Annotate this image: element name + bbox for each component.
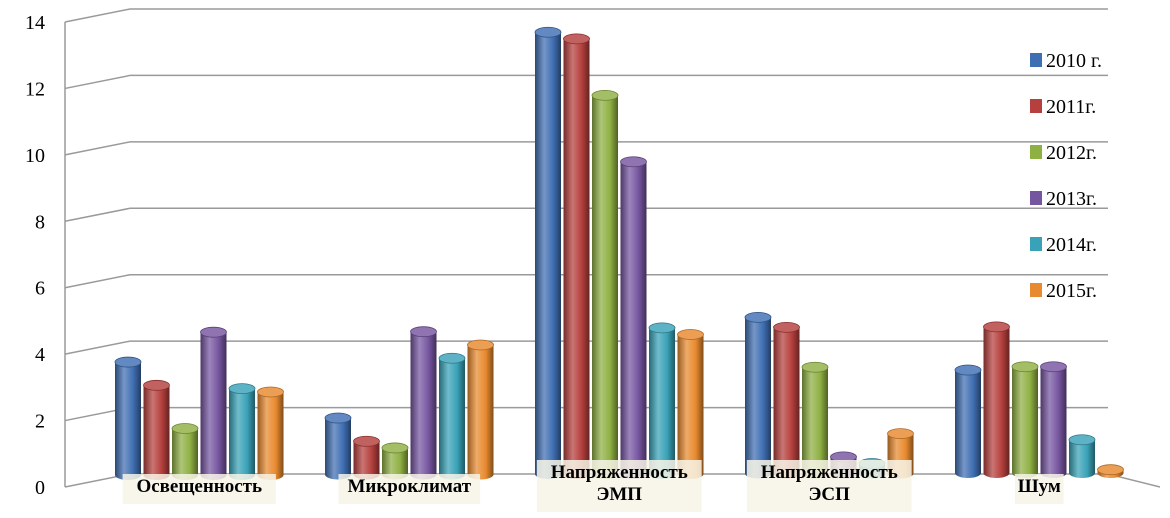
legend-label: 2011г. (1046, 96, 1096, 118)
category-label-bg (338, 474, 481, 504)
bar (983, 321, 1010, 478)
y-tick-label: 10 (25, 145, 45, 167)
bar (773, 321, 800, 479)
legend-label: 2010 г. (1046, 50, 1102, 72)
y-tick-label: 8 (35, 211, 45, 233)
category-label: ЭСП (809, 484, 851, 505)
y-axis: 0 2 4 6 8 10 12 14 (25, 12, 66, 499)
legend-swatch (1030, 237, 1042, 251)
bar (410, 326, 437, 480)
gridline (64, 273, 1108, 289)
bar (1040, 361, 1067, 478)
legend-swatch (1030, 99, 1042, 113)
legend-swatch (1030, 283, 1042, 297)
category-label-bg (536, 460, 702, 512)
category-label: Напряженность (761, 462, 898, 483)
bar (257, 386, 284, 480)
bar (467, 339, 494, 480)
bar (648, 322, 676, 479)
legend-label: 2013г. (1046, 188, 1097, 210)
legend-swatch (1030, 191, 1042, 205)
bar (591, 89, 619, 479)
legend-item: 2013г. (1030, 188, 1097, 210)
gridline (64, 141, 1108, 156)
category-label-bg (746, 460, 912, 512)
category-labels: Освещенность МикроклиматНапряженностьЭМПН… (122, 460, 1064, 512)
legend-item: 2010 г. (1030, 50, 1102, 72)
category-label: Шум (1018, 476, 1061, 497)
bar (353, 435, 380, 480)
bar (143, 379, 170, 480)
legend-swatch (1030, 145, 1042, 159)
gridline (64, 74, 1108, 90)
bar (114, 356, 142, 480)
category-label: Напряженность (551, 462, 688, 483)
bar (563, 33, 590, 480)
legend: 2010 г. 2011г. 2012г. 2013г. 2014г. 2015г. (1030, 50, 1102, 302)
legend-label: 2015г. (1046, 280, 1097, 302)
gridline (64, 207, 1108, 223)
legend-label: 2012г. (1046, 142, 1097, 164)
category-label: ЭМП (596, 484, 642, 505)
legend-item: 2015г. (1030, 280, 1097, 302)
y-tick-label: 14 (25, 12, 45, 34)
bars (114, 26, 1124, 480)
legend-label: 2014г. (1046, 234, 1097, 256)
bar (200, 326, 227, 480)
bar (677, 329, 704, 479)
bar (171, 423, 199, 480)
legend-item: 2011г. (1030, 96, 1096, 118)
bar (1097, 464, 1124, 478)
y-tick-label: 2 (35, 411, 45, 433)
y-tick-label: 0 (35, 477, 45, 499)
bar (620, 156, 647, 480)
bar (381, 442, 409, 480)
bar (438, 352, 466, 480)
bar (954, 364, 982, 478)
legend-swatch (1030, 53, 1042, 67)
category-label: Освещенность (136, 476, 262, 497)
gridline (64, 8, 1108, 23)
bar (1011, 361, 1039, 478)
y-tick-label: 4 (35, 344, 45, 366)
legend-item: 2012г. (1030, 142, 1097, 164)
bar (801, 361, 829, 479)
grid (64, 8, 1161, 488)
bar (1068, 434, 1096, 478)
bar (744, 311, 772, 479)
y-tick-label: 6 (35, 278, 45, 300)
y-tick-label: 12 (25, 78, 45, 100)
category-label: Микроклимат (347, 476, 471, 497)
bar (228, 383, 256, 480)
category-label-bg (122, 474, 276, 504)
category-label-bg (1014, 474, 1064, 504)
bar (534, 26, 562, 479)
legend-item: 2014г. (1030, 234, 1097, 256)
bar (324, 412, 352, 480)
